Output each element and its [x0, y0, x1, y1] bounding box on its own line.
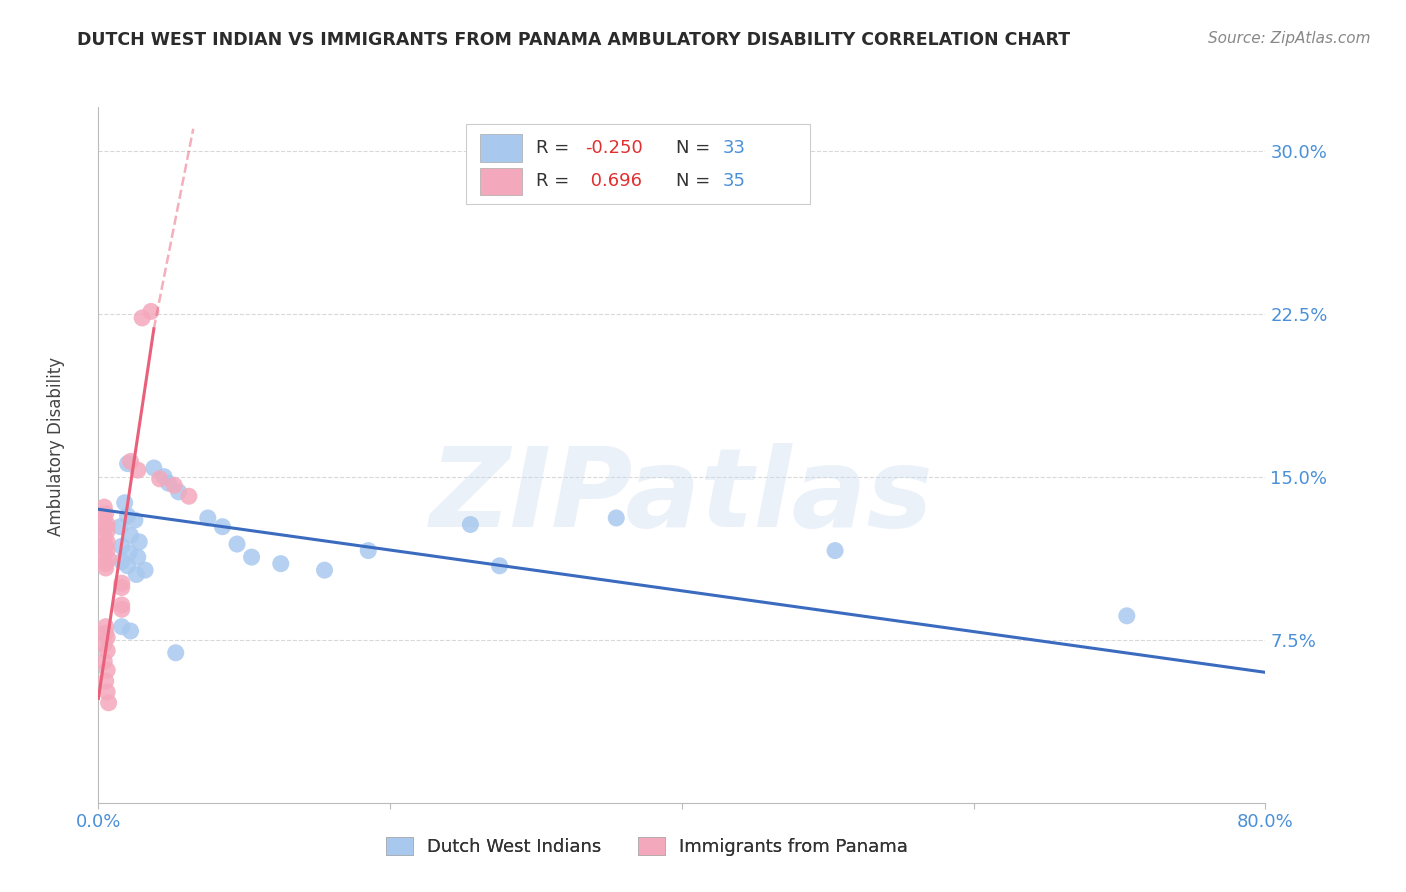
Point: [94, 539, 117, 553]
Text: -0.250: -0.250: [585, 139, 643, 157]
Point: [96, 663, 118, 677]
Point: [127, 550, 149, 565]
Point: [211, 519, 233, 533]
Point: [94, 557, 117, 571]
Point: [142, 461, 165, 475]
Point: [94, 620, 117, 634]
Point: [111, 581, 134, 595]
Point: [270, 557, 292, 571]
Point: [94, 561, 117, 575]
Point: [165, 646, 187, 660]
Point: [93, 655, 115, 669]
Text: 33: 33: [723, 139, 745, 157]
Point: [149, 472, 172, 486]
Point: [97, 696, 120, 710]
Point: [605, 511, 627, 525]
Point: [111, 576, 134, 591]
Point: [460, 517, 482, 532]
Point: [111, 620, 134, 634]
Point: [488, 558, 510, 573]
Point: [120, 454, 142, 468]
Point: [226, 537, 249, 551]
Point: [127, 463, 149, 477]
Point: [93, 637, 115, 651]
Legend: Dutch West Indians, Immigrants from Panama: Dutch West Indians, Immigrants from Pana…: [378, 830, 915, 863]
Point: [120, 528, 142, 542]
Point: [124, 513, 146, 527]
Point: [117, 508, 139, 523]
Point: [111, 539, 134, 553]
Point: [120, 624, 142, 638]
Point: [117, 457, 139, 471]
Point: [163, 478, 186, 492]
Text: Ambulatory Disability: Ambulatory Disability: [48, 357, 65, 535]
Point: [177, 489, 200, 503]
Point: [94, 507, 117, 521]
Text: 0.696: 0.696: [585, 172, 643, 191]
Point: [111, 602, 134, 616]
Point: [93, 500, 115, 514]
Point: [117, 558, 139, 573]
Point: [96, 543, 118, 558]
FancyBboxPatch shape: [465, 124, 810, 204]
Point: [96, 517, 118, 532]
Point: [824, 543, 846, 558]
Text: N =: N =: [676, 139, 716, 157]
Point: [114, 496, 136, 510]
Point: [118, 546, 141, 560]
Point: [93, 548, 115, 562]
Point: [97, 552, 120, 566]
Point: [110, 519, 132, 533]
Point: [96, 631, 118, 645]
Point: [1115, 608, 1137, 623]
Point: [153, 469, 176, 483]
Point: [94, 626, 117, 640]
Point: [131, 310, 153, 325]
Point: [128, 534, 150, 549]
Text: Source: ZipAtlas.com: Source: ZipAtlas.com: [1208, 31, 1371, 46]
Point: [134, 563, 156, 577]
Text: DUTCH WEST INDIAN VS IMMIGRANTS FROM PANAMA AMBULATORY DISABILITY CORRELATION CH: DUTCH WEST INDIAN VS IMMIGRANTS FROM PAN…: [77, 31, 1070, 49]
Text: R =: R =: [536, 139, 575, 157]
Point: [357, 543, 380, 558]
Point: [94, 519, 117, 533]
Point: [125, 567, 148, 582]
Point: [96, 534, 118, 549]
Point: [94, 674, 117, 689]
Text: N =: N =: [676, 172, 716, 191]
Point: [240, 550, 263, 565]
Point: [139, 304, 162, 318]
Point: [93, 511, 115, 525]
Text: ZIPatlas: ZIPatlas: [430, 443, 934, 550]
Point: [157, 476, 180, 491]
Text: 35: 35: [723, 172, 745, 191]
Point: [111, 598, 134, 612]
Point: [96, 685, 118, 699]
Point: [167, 484, 190, 499]
FancyBboxPatch shape: [479, 134, 522, 162]
FancyBboxPatch shape: [479, 168, 522, 195]
Point: [96, 643, 118, 657]
Text: R =: R =: [536, 172, 575, 191]
Point: [96, 524, 118, 538]
Point: [111, 554, 134, 568]
Point: [197, 511, 219, 525]
Point: [314, 563, 336, 577]
Point: [93, 531, 115, 545]
